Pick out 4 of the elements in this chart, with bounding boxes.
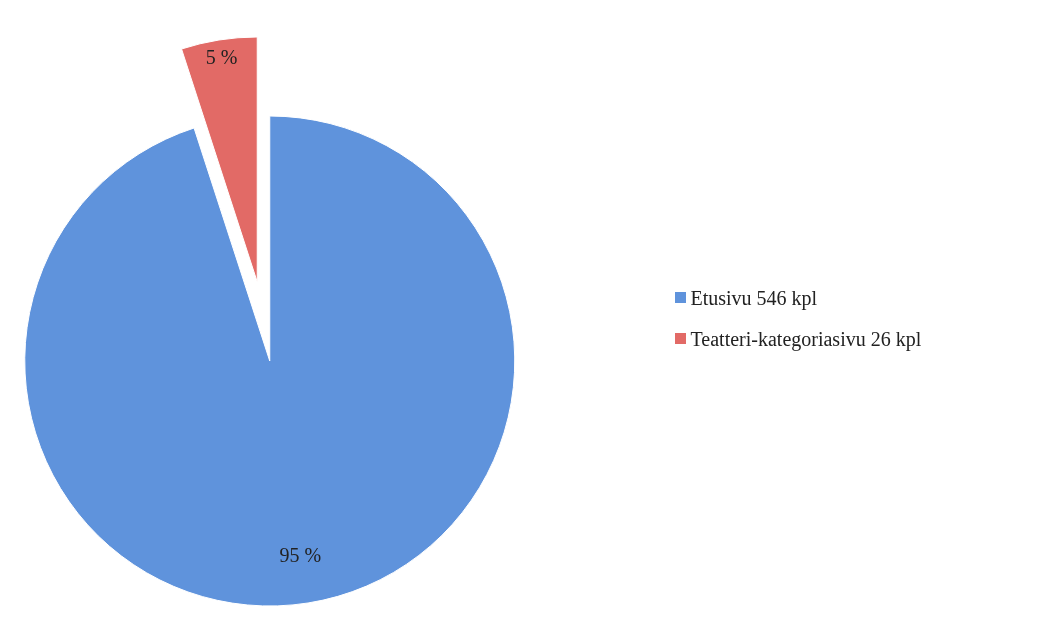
legend-label: Etusivu 546 kpl (690, 286, 818, 310)
data-label: 5 % (205, 45, 238, 68)
data-label: 95 % (279, 543, 322, 566)
legend-label: Teatteri-kategoriasivu 26 kpl (690, 327, 922, 351)
